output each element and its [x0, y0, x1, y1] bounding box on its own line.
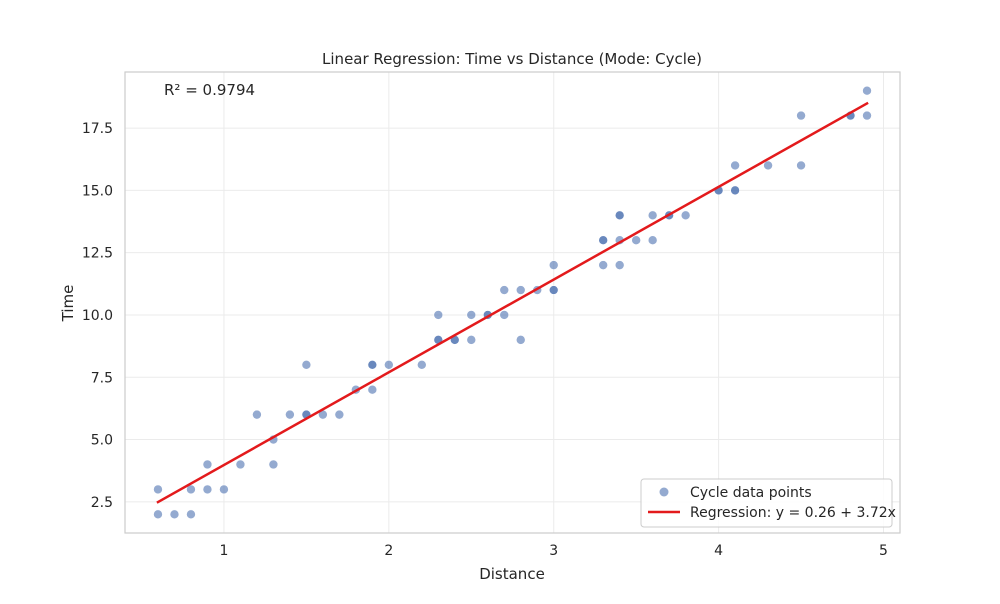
data-point [153, 509, 163, 520]
data-point [268, 459, 279, 470]
legend: Cycle data points Regression: y = 0.26 +… [640, 478, 896, 528]
x-axis-label: Distance [479, 565, 545, 583]
data-point [466, 310, 477, 320]
x-tick-label: 1 [219, 543, 228, 559]
data-point [862, 110, 872, 121]
legend-scatter-marker [659, 487, 669, 497]
data-point [153, 484, 163, 495]
data-point [499, 285, 510, 295]
y-tick-label: 2.5 [91, 495, 113, 511]
data-point [252, 409, 262, 420]
x-tick-label: 2 [384, 543, 393, 559]
data-point [730, 160, 740, 171]
data-point [647, 210, 658, 221]
legend-line-label: Regression: y = 0.26 + 3.72x [690, 505, 896, 521]
regression-line-group [156, 101, 869, 504]
y-tick-label: 15.0 [82, 183, 113, 199]
data-point [367, 359, 378, 370]
data-point [202, 484, 213, 495]
data-point [499, 310, 510, 320]
data-point [384, 359, 394, 370]
legend-scatter-label: Cycle data points [690, 485, 812, 501]
data-point [417, 359, 427, 370]
legend-box [640, 478, 893, 528]
data-point [763, 160, 773, 171]
data-point [466, 335, 477, 345]
data-point [169, 509, 180, 520]
regression-line [156, 101, 869, 504]
data-point [186, 509, 196, 520]
y-axis-label: Time [59, 285, 77, 323]
y-tick-label: 5.0 [91, 433, 113, 449]
data-point [235, 459, 246, 470]
x-axis-ticks: 1 2 3 4 5 [219, 543, 887, 559]
data-point [796, 110, 806, 121]
data-point [647, 235, 658, 246]
y-tick-label: 7.5 [91, 370, 113, 386]
data-point [680, 210, 691, 221]
data-point [598, 235, 608, 246]
x-tick-label: 5 [879, 543, 888, 559]
data-point [433, 310, 444, 320]
data-point [515, 335, 526, 345]
y-tick-label: 10.0 [82, 308, 113, 324]
data-point [631, 235, 641, 246]
r-squared-annotation: R² = 0.9794 [164, 81, 255, 99]
chart-title: Linear Regression: Time vs Distance (Mod… [322, 50, 702, 68]
data-point [367, 384, 378, 395]
data-point [614, 210, 625, 221]
data-point [301, 359, 312, 370]
data-point [515, 285, 526, 295]
data-point [730, 185, 740, 196]
data-point [334, 409, 345, 420]
data-point [598, 260, 608, 270]
y-tick-label: 12.5 [82, 246, 113, 262]
plot-frame [124, 71, 901, 534]
x-tick-label: 3 [549, 543, 558, 559]
data-point [862, 85, 872, 96]
y-tick-label: 17.5 [82, 121, 113, 137]
y-axis-ticks: 2.5 5.0 7.5 10.0 12.5 15.0 17.5 [82, 121, 113, 511]
data-point [202, 459, 213, 470]
data-point [548, 260, 559, 270]
x-tick-label: 4 [714, 543, 723, 559]
data-point [219, 484, 229, 495]
data-point [796, 160, 806, 171]
data-point [614, 260, 625, 270]
data-point [285, 409, 295, 420]
grid-lines [125, 72, 900, 533]
data-point [548, 285, 559, 295]
